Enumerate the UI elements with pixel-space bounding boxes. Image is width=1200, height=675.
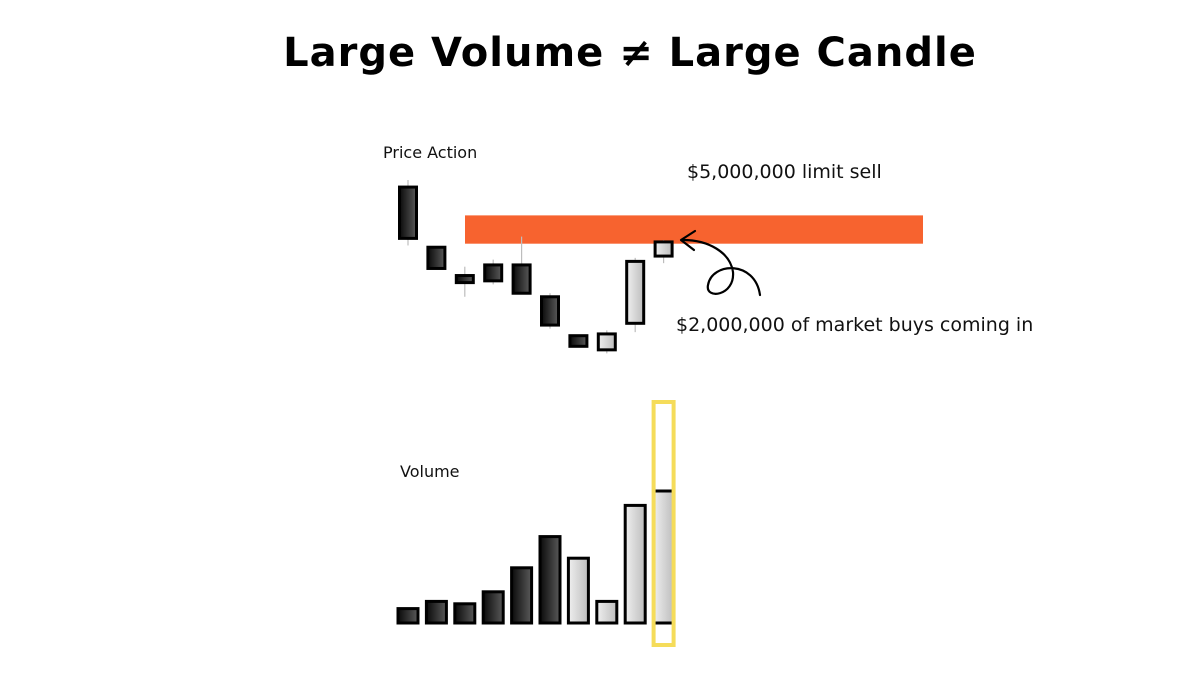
arrow-head-icon — [679, 229, 697, 252]
volume-bar — [623, 503, 647, 625]
curly-arrow-icon — [681, 238, 762, 297]
candle-bullish — [653, 240, 674, 258]
candle-bearish — [511, 263, 532, 295]
market-buys-annotation: $2,000,000 of market buys coming in — [676, 314, 1034, 336]
volume-highlight-box — [651, 400, 676, 647]
candle-bearish — [454, 274, 475, 285]
volume-bar — [652, 489, 676, 625]
limit-sell-zone — [465, 215, 923, 244]
volume-bar — [566, 556, 590, 625]
volume-bar — [396, 607, 420, 625]
candle-bearish — [540, 295, 560, 327]
limit-sell-annotation: $5,000,000 limit sell — [687, 161, 882, 183]
volume-label: Volume — [400, 462, 460, 481]
volume-bar — [538, 535, 562, 625]
candle-bearish — [398, 185, 418, 240]
page-title: Large Volume ≠ Large Candle — [283, 30, 977, 76]
candle-bullish — [625, 259, 646, 325]
volume-bar — [424, 599, 448, 625]
candle-bearish — [483, 263, 504, 283]
volume-bar — [481, 590, 505, 625]
candle-bearish — [426, 245, 447, 270]
candle-bullish — [596, 332, 617, 352]
candle-bearish — [568, 334, 589, 348]
volume-bar — [595, 599, 619, 625]
volume-bar — [510, 566, 534, 625]
volume-bar — [453, 602, 477, 625]
price-action-label: Price Action — [383, 143, 478, 162]
